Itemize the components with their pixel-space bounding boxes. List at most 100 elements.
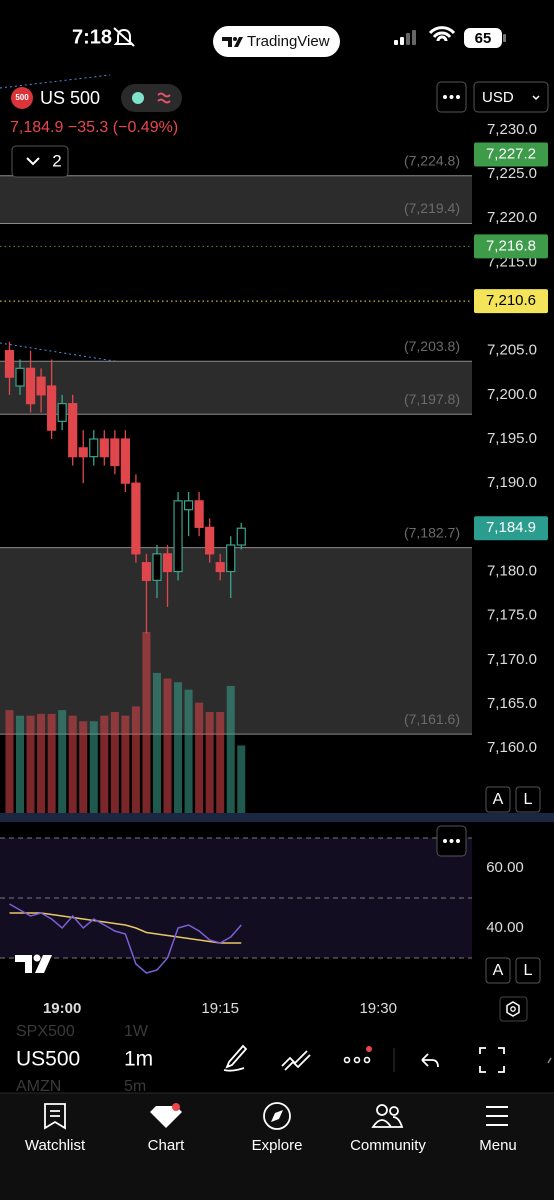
candle-body <box>89 438 99 458</box>
volume-bar <box>152 672 161 818</box>
y-tick-label: 7,190.0 <box>487 474 537 491</box>
tab-label[interactable]: Community <box>350 1137 426 1154</box>
candle-body <box>162 553 173 573</box>
candle-body <box>131 482 141 555</box>
rsi-pane: 60.00 40.00 <box>0 837 524 974</box>
price-badge <box>474 516 548 541</box>
symbol-selector[interactable]: US500 <box>16 1048 80 1071</box>
price-badge <box>474 289 548 314</box>
mute-icon <box>113 27 135 47</box>
rsi-tick-label: 40.00 <box>486 919 524 936</box>
more-icon <box>443 839 460 843</box>
y-tick-label: 7,180.0 <box>487 562 537 579</box>
signal-icon <box>394 30 416 45</box>
prev-interval: 1W <box>124 1023 149 1040</box>
tab-label[interactable]: Chart <box>148 1137 186 1154</box>
interval-selector[interactable]: 1m <box>124 1048 153 1071</box>
auto-label: A <box>493 962 504 979</box>
market-open-dot <box>132 92 144 104</box>
volume-bar <box>26 715 35 818</box>
y-tick-label: 7,165.0 <box>487 695 537 712</box>
settings-button[interactable] <box>499 996 528 1022</box>
chart-icon <box>150 1106 182 1128</box>
menu-icon <box>486 1106 508 1126</box>
tab-label[interactable]: Menu <box>479 1137 517 1154</box>
log-label: L <box>524 962 533 979</box>
zone-label: (7,219.4) <box>404 200 460 216</box>
pill-label: TradingView <box>247 33 330 50</box>
candle-body <box>110 438 120 467</box>
wifi-icon <box>428 26 456 42</box>
chevron-icon <box>26 157 40 166</box>
brush-tool[interactable] <box>223 1044 248 1072</box>
collapse-button[interactable] <box>11 145 69 178</box>
pane-separator <box>0 813 554 822</box>
candle-body <box>141 562 152 581</box>
candle-body <box>183 500 194 511</box>
tradingview-pill[interactable] <box>213 26 340 57</box>
more-icon <box>443 95 460 99</box>
price-badge-label: 7,216.8 <box>486 237 536 254</box>
auto-button[interactable] <box>485 957 511 984</box>
volume-bar <box>16 715 25 818</box>
volume-bar <box>226 685 235 818</box>
delayed-icon <box>157 92 171 104</box>
price-change-pct: (−0.49%) <box>113 119 178 136</box>
trend-tool[interactable] <box>281 1050 311 1071</box>
candle-body <box>99 438 109 458</box>
y-tick-label: 7,225.0 <box>487 165 537 182</box>
y-tick-label: 7,200.0 <box>487 386 537 403</box>
y-tick-label: 7,230.0 <box>487 121 537 138</box>
volume-bar <box>110 711 119 818</box>
volume-bar <box>174 682 183 818</box>
undo[interactable] <box>421 1053 439 1068</box>
volume-bar <box>195 702 204 818</box>
scroll-hint <box>547 1057 552 1064</box>
chart-badge <box>172 1103 180 1111</box>
symbol-name[interactable]: US 500 <box>40 88 100 108</box>
candle-body <box>194 500 204 528</box>
candle-body <box>68 403 78 458</box>
candle-body <box>78 447 88 458</box>
log-label: L <box>524 791 533 808</box>
volume-bar <box>37 713 46 818</box>
zone <box>0 361 472 415</box>
currency-select[interactable] <box>473 81 549 113</box>
volume-bar <box>163 678 172 818</box>
auto-button[interactable] <box>485 786 511 813</box>
price-pane: (7,224.8) (7,219.4) (7,203.8) (7,197.8) (7,1… <box>0 121 548 818</box>
log-button[interactable] <box>515 957 541 984</box>
more-tools[interactable] <box>343 1056 371 1064</box>
volume-bar <box>100 715 109 818</box>
fullscreen[interactable] <box>479 1047 505 1073</box>
volume-bar <box>142 632 151 818</box>
price-line: 7,184.9 −35.3 (−0.49%) <box>10 119 178 136</box>
price-badge <box>474 142 548 167</box>
candle-body <box>215 562 225 573</box>
next-interval: 5m <box>124 1078 146 1095</box>
rsi-ma-line <box>9 912 242 944</box>
prev-symbol: SPX500 <box>16 1023 75 1040</box>
zone-label: (7,161.6) <box>404 711 460 727</box>
tab-label[interactable]: Explore <box>252 1137 303 1154</box>
settings-icon <box>506 1001 520 1017</box>
trendline <box>0 74 111 89</box>
candle-body <box>205 526 215 555</box>
watchlist-icon <box>44 1103 66 1130</box>
log-button[interactable] <box>515 786 541 813</box>
volume-bar <box>237 745 246 818</box>
volume-bar <box>205 711 214 818</box>
y-tick-label: 7,195.0 <box>487 430 537 447</box>
price-change: −35.3 <box>68 119 109 136</box>
rsi-tick-label: 60.00 <box>486 859 524 876</box>
volume-bar <box>89 721 98 818</box>
next-symbol: AMZN <box>16 1078 61 1095</box>
price-badge-label: 7,184.9 <box>486 519 536 536</box>
price-badge-label: 7,210.6 <box>486 292 536 309</box>
zone-label: (7,182.7) <box>404 524 460 540</box>
rsi-line <box>9 903 242 974</box>
zone-label: (7,224.8) <box>404 152 460 168</box>
status-toggles[interactable] <box>121 84 182 112</box>
tab-label[interactable]: Watchlist <box>25 1137 86 1154</box>
y-tick-label: 7,175.0 <box>487 607 537 624</box>
